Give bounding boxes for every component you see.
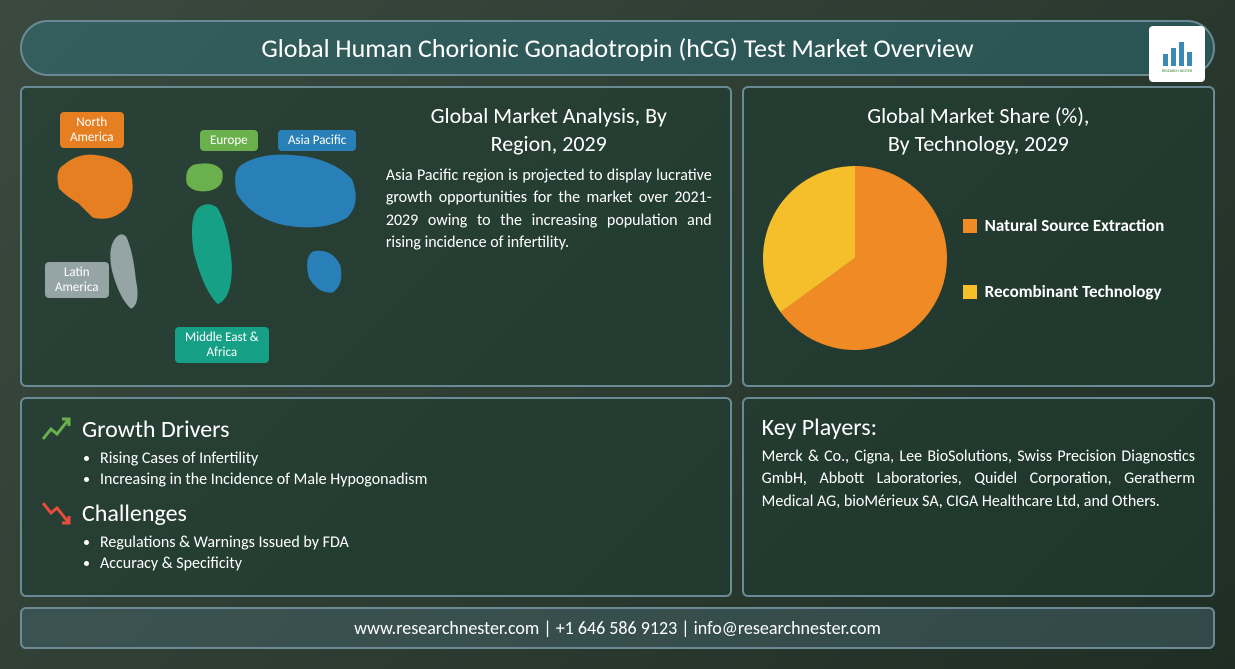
analysis-description: Asia Pacific region is projected to disp… <box>386 165 712 255</box>
growth-drivers-list: Rising Cases of Infertility Increasing in… <box>40 449 712 489</box>
legend-swatch <box>963 219 977 233</box>
legend-swatch <box>963 285 977 299</box>
region-label: Europe <box>200 130 258 151</box>
challenges-heading: Challenges <box>40 497 712 529</box>
title-bar: Global Human Chorionic Gonadotropin (hCG… <box>20 20 1215 76</box>
growth-title-text: Growth Drivers <box>82 415 230 444</box>
region-label: Asia Pacific <box>278 130 356 151</box>
world-map: NorthAmerica Europe Asia Pacific LatinAmeri… <box>40 112 376 352</box>
list-item: Rising Cases of Infertility <box>100 449 712 468</box>
legend-label: Natural Source Extraction <box>985 215 1165 236</box>
key-players-panel: Key Players: Merck & Co., Cigna, Lee Bio… <box>742 397 1215 597</box>
region-label: NorthAmerica <box>60 112 124 148</box>
svg-text:RESEARCH NESTER: RESEARCH NESTER <box>1162 69 1193 74</box>
analysis-text-section: Global Market Analysis, By Region, 2029 … <box>376 102 712 371</box>
pie-legend: Natural Source Extraction Recombinant Tec… <box>963 215 1165 302</box>
share-title: Global Market Share (%), By Technology, … <box>762 102 1195 157</box>
challenges-title-text: Challenges <box>82 499 187 528</box>
region-label: Middle East &Africa <box>175 327 269 363</box>
key-players-text: Merck & Co., Cigna, Lee BioSolutions, Sw… <box>762 446 1195 513</box>
analysis-title-line2: Region, 2029 <box>491 130 607 157</box>
region-label: LatinAmerica <box>45 262 109 298</box>
analysis-title: Global Market Analysis, By Region, 2029 <box>386 102 712 157</box>
key-players-title-text: Key Players: <box>762 413 877 442</box>
footer-text: www.researchnester.com | +1 646 586 9123… <box>354 617 881 639</box>
market-share-panel: Global Market Share (%), By Technology, … <box>742 86 1215 387</box>
pie-chart <box>762 165 948 351</box>
share-title-line1: Global Market Share (%), <box>867 102 1089 129</box>
footer-bar: www.researchnester.com | +1 646 586 9123… <box>20 607 1215 649</box>
share-title-line2: By Technology, 2029 <box>888 130 1069 157</box>
pie-wrap: Natural Source Extraction Recombinant Tec… <box>762 165 1195 351</box>
trend-down-icon <box>40 497 72 529</box>
legend-item: Natural Source Extraction <box>963 215 1165 236</box>
legend-item: Recombinant Technology <box>963 281 1165 302</box>
map-section: NorthAmerica Europe Asia Pacific LatinAmeri… <box>40 102 376 371</box>
list-item: Increasing in the Incidence of Male Hypo… <box>100 470 712 489</box>
analysis-title-line1: Global Market Analysis, By <box>431 102 667 129</box>
brand-logo: RESEARCH NESTER <box>1149 26 1205 82</box>
legend-label: Recombinant Technology <box>985 281 1162 302</box>
growth-drivers-heading: Growth Drivers <box>40 413 712 445</box>
drivers-challenges-panel: Growth Drivers Rising Cases of Infertili… <box>20 397 732 597</box>
key-players-heading: Key Players: <box>762 413 1195 442</box>
list-item: Regulations & Warnings Issued by FDA <box>100 533 712 552</box>
logo-bars-icon: RESEARCH NESTER <box>1157 34 1197 74</box>
trend-up-icon <box>40 413 72 445</box>
challenges-list: Regulations & Warnings Issued by FDA Accu… <box>40 533 712 573</box>
list-item: Accuracy & Specificity <box>100 554 712 573</box>
page-title: Global Human Chorionic Gonadotropin (hCG… <box>261 32 973 64</box>
region-analysis-panel: NorthAmerica Europe Asia Pacific LatinAmeri… <box>20 86 732 387</box>
